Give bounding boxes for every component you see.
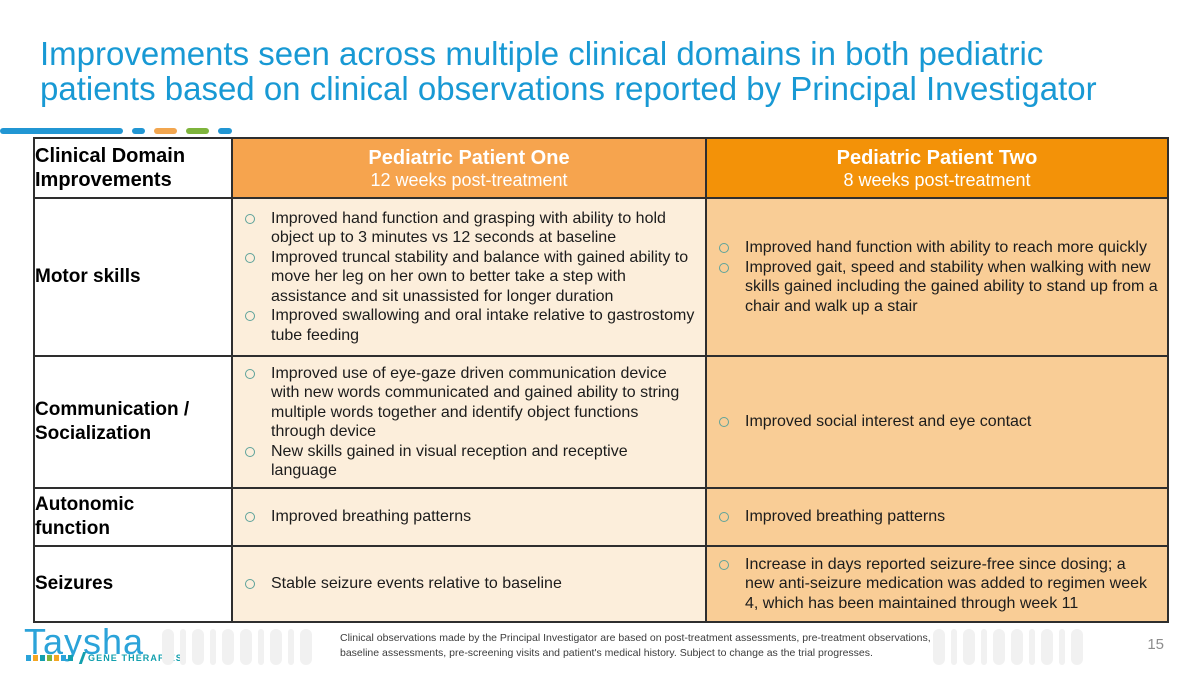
bullet-item: Improved use of eye-gaze driven communic… <box>243 364 697 442</box>
circle-bullet-icon <box>245 579 255 590</box>
seizures-patient-two-cell: Increase in days reported seizure-free s… <box>705 545 1169 623</box>
bullet-text: Improved swallowing and oral intake rela… <box>271 307 695 344</box>
bullet-text: Improved hand function with ability to r… <box>745 239 1147 256</box>
slide-title: Improvements seen across multiple clinic… <box>40 36 1180 106</box>
clinical-improvements-table: Clinical Domain Improvements Pediatric P… <box>33 137 1169 623</box>
bullet-text: Improved hand function and grasping with… <box>271 209 666 247</box>
patient-two-subtitle: 8 weeks post-treatment <box>843 169 1031 190</box>
circle-bullet-icon <box>245 368 255 379</box>
bullet-item: Improved hand function with ability to r… <box>717 238 1159 258</box>
bullet-text: Improved truncal stability and balance w… <box>271 248 689 305</box>
logo-square-icon <box>54 655 59 661</box>
table-row-motor-skills: Motor skills Improved hand function and … <box>33 197 1169 357</box>
patient-two-title: Pediatric Patient Two <box>836 146 1038 169</box>
circle-bullet-icon <box>719 559 729 570</box>
table-header-row: Clinical Domain Improvements Pediatric P… <box>33 137 1169 199</box>
logo-square-icon <box>40 655 45 661</box>
motor-patient-one-cell: Improved hand function and grasping with… <box>231 197 707 357</box>
divider-dash-orange <box>154 127 177 134</box>
bullet-text: Stable seizure events relative to baseli… <box>271 575 562 593</box>
circle-bullet-icon <box>245 311 255 322</box>
bullet-item: Stable seizure events relative to baseli… <box>243 574 697 594</box>
bullet-text: Increase in days reported seizure-free s… <box>745 555 1147 612</box>
autonomic-patient-two-cell: Improved breathing patterns <box>705 487 1169 547</box>
bullet-text: Improved gait, speed and stability when … <box>745 258 1158 315</box>
slide-title-line-1: Improvements seen across multiple clinic… <box>40 35 1044 72</box>
page-number: 15 <box>1147 636 1164 653</box>
watermark-pattern-left <box>162 629 318 665</box>
circle-bullet-icon <box>719 243 729 253</box>
footnote-line-1: Clinical observations made by the Princi… <box>340 632 931 644</box>
bullet-item: Improved gait, speed and stability when … <box>717 258 1159 317</box>
divider-bar <box>0 127 123 134</box>
bullet-item: Improved hand function and grasping with… <box>243 209 697 248</box>
footnote-line-2: baseline assessments, pre-screening visi… <box>340 647 873 659</box>
corner-header-cell: Clinical Domain Improvements <box>33 137 233 199</box>
logo-square-icon <box>68 655 73 661</box>
row-label-cell: Communication / Socialization <box>33 355 233 489</box>
autonomic-patient-one-cell: Improved breathing patterns <box>231 487 707 547</box>
seizures-patient-one-cell: Stable seizure events relative to baseli… <box>231 545 707 623</box>
taysha-logo-tagline: GENE THERAPIES <box>88 653 183 663</box>
row-label: Seizures <box>35 573 114 594</box>
patient-one-header-cell: Pediatric Patient One 12 weeks post-trea… <box>231 137 707 199</box>
circle-bullet-icon <box>719 417 729 428</box>
communication-patient-one-cell: Improved use of eye-gaze driven communic… <box>231 355 707 489</box>
bullet-text: New skills gained in visual reception an… <box>271 442 628 480</box>
divider-dash-blue-2 <box>218 127 232 134</box>
circle-bullet-icon <box>245 213 255 224</box>
divider-dash-blue <box>132 127 145 134</box>
row-label-cell: Seizures <box>33 545 233 623</box>
patient-one-title: Pediatric Patient One <box>368 146 570 169</box>
bullet-item: Increase in days reported seizure-free s… <box>717 555 1159 614</box>
table-row-seizures: Seizures Stable seizure events relative … <box>33 545 1169 623</box>
motor-patient-two-cell: Improved hand function with ability to r… <box>705 197 1169 357</box>
row-label: Communication / Socialization <box>35 399 190 444</box>
taysha-logo: Taysha GENE THERAPIES <box>24 624 183 664</box>
circle-bullet-icon <box>719 512 729 523</box>
bullet-item: Improved social interest and eye contact <box>717 412 1159 432</box>
bullet-item: Improved breathing patterns <box>243 507 697 527</box>
bullet-item: Improved truncal stability and balance w… <box>243 248 697 307</box>
title-divider <box>0 127 232 134</box>
circle-bullet-icon <box>245 252 255 263</box>
bullet-item: Improved breathing patterns <box>717 507 1159 527</box>
row-label: Motor skills <box>35 266 141 287</box>
bullet-text: Improved social interest and eye contact <box>745 413 1032 431</box>
row-label: Autonomic function <box>35 494 135 539</box>
communication-patient-two-cell: Improved social interest and eye contact <box>705 355 1169 489</box>
logo-square-icon <box>26 655 31 661</box>
circle-bullet-icon <box>245 446 255 457</box>
circle-bullet-icon <box>245 512 255 523</box>
row-label-cell: Motor skills <box>33 197 233 357</box>
logo-square-icon <box>61 655 66 661</box>
footnote: Clinical observations made by the Princi… <box>340 631 940 661</box>
table-row-autonomic: Autonomic function Improved breathing pa… <box>33 487 1169 547</box>
row-label-cell: Autonomic function <box>33 487 233 547</box>
logo-square-icon <box>33 655 38 661</box>
circle-bullet-icon <box>719 262 729 273</box>
bullet-text: Improved breathing patterns <box>745 508 946 526</box>
divider-dash-green <box>186 127 209 134</box>
bullet-text: Improved use of eye-gaze driven communic… <box>271 364 680 441</box>
table-row-communication: Communication / Socialization Improved u… <box>33 355 1169 489</box>
watermark-pattern-right <box>933 629 1089 665</box>
patient-one-subtitle: 12 weeks post-treatment <box>370 169 568 190</box>
logo-square-icon <box>47 655 52 661</box>
patient-two-header-cell: Pediatric Patient Two 8 weeks post-treat… <box>705 137 1169 199</box>
bullet-item: New skills gained in visual reception an… <box>243 442 697 481</box>
slide-title-line-2: patients based on clinical observations … <box>40 70 1097 107</box>
bullet-item: Improved swallowing and oral intake rela… <box>243 306 697 345</box>
bullet-text: Improved breathing patterns <box>271 508 472 526</box>
